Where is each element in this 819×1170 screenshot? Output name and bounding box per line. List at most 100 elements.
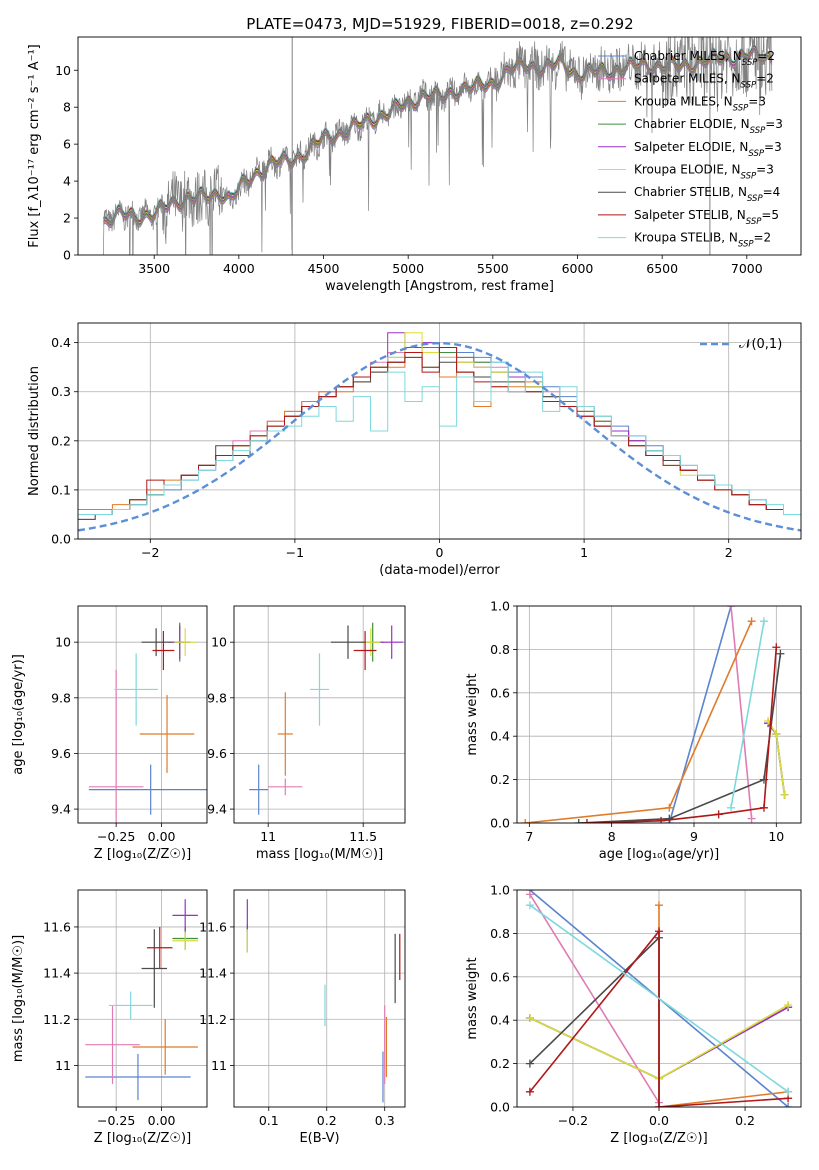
weight-marker <box>521 819 530 823</box>
histogram-step <box>78 361 801 515</box>
weight-marker <box>525 1059 534 1068</box>
weight-line <box>730 621 765 808</box>
y-tick-label: 0.2 <box>490 1056 510 1071</box>
weight-vs-Z-plot-area <box>525 890 793 1107</box>
y-axis-label: mass weight <box>465 673 480 755</box>
y-tick-label: 9.4 <box>51 802 71 817</box>
y-tick-label: 10 <box>211 635 227 650</box>
y-tick-label: 0.1 <box>51 482 71 497</box>
legend-entry: Salpeter STELIB, NSSP=5 <box>634 208 779 227</box>
weight-line <box>529 935 660 1107</box>
y-axis-label: mass weight <box>465 957 480 1039</box>
x-tick-label: 0.1 <box>259 1113 279 1128</box>
x-tick-label: 2 <box>725 545 733 560</box>
mass-vs-EBV-panel: 0.1 0.2 0.3 11 11.2 11.4 11.6 E(B-V) <box>199 889 406 1146</box>
y-axis-label: mass [log₁₀(M/M☉)] <box>11 935 26 1062</box>
x-tick-label: 11.5 <box>349 829 377 844</box>
x-tick-label: 5500 <box>477 261 509 276</box>
weight-line <box>529 928 789 1107</box>
figure-title: PLATE=0473, MJD=51929, FIBERID=0018, z=0… <box>246 15 633 33</box>
x-axis-label: mass [log₁₀(M/M☉)] <box>256 847 383 862</box>
weight-line <box>529 893 660 1104</box>
x-tick-label: 7 <box>525 829 533 844</box>
histogram-step <box>78 347 801 515</box>
y-tick-label: 2 <box>63 211 71 226</box>
weight-vs-Z-panel: −0.2 0.0 0.2 0.0 0.2 0.4 0.6 0.8 1.0 Z [log₁₀(Z/Z… <box>465 883 802 1146</box>
charts-layer: 3500 4000 4500 5000 5500 6000 6500 70000246810w… <box>11 36 802 1146</box>
weight-marker <box>780 790 789 799</box>
weight-marker <box>747 617 756 626</box>
mass-vs-Z-panel: −0.25 0.00 11 11.2 11.4 11.6 Z [log₁₀(Z/Z☉)] ma… <box>11 889 208 1146</box>
x-axis-label: Z [log₁₀(Z/Z☉)] <box>610 1131 707 1146</box>
y-tick-label: 0.2 <box>51 433 71 448</box>
x-tick-label: −2 <box>141 545 159 560</box>
x-axis-label: Z [log₁₀(Z/Z☉)] <box>94 1131 191 1146</box>
x-tick-label: 0.0 <box>649 1113 669 1128</box>
y-tick-label: 11 <box>211 1058 227 1073</box>
weight-marker <box>784 1087 793 1096</box>
y-tick-label: 11.2 <box>43 1012 71 1027</box>
y-tick-label: 9.6 <box>51 746 71 761</box>
y-tick-label: 0.6 <box>490 685 510 700</box>
age-vs-Z-frame <box>77 605 208 824</box>
x-tick-label: 4500 <box>308 261 340 276</box>
x-tick-label: 5000 <box>392 261 424 276</box>
x-tick-label: −1 <box>286 545 304 560</box>
x-tick-label: −0.25 <box>97 829 135 844</box>
weight-marker <box>772 643 781 652</box>
legend-entry: Chabrier ELODIE, NSSP=3 <box>634 117 783 136</box>
x-axis-label: age [log₁₀(age/yr)] <box>599 847 720 862</box>
weight-vs-age-panel: 7 8 9 10 0.0 0.2 0.4 0.6 0.8 1.0 age [log₁₀(age/yr… <box>465 599 802 862</box>
weight-vs-age-plot-area <box>521 606 789 823</box>
y-tick-label: 0.4 <box>51 335 71 350</box>
y-tick-label: 9.8 <box>51 690 71 705</box>
mass-vs-EBV-plot-area <box>246 899 401 1103</box>
x-axis-label: Z [log₁₀(Z/Z☉)] <box>94 847 191 862</box>
y-tick-label: 0.0 <box>51 532 71 547</box>
legend-entry: Salpeter ELODIE, NSSP=3 <box>634 140 782 159</box>
weight-line <box>668 606 732 823</box>
spectrum-plot-area <box>103 37 773 255</box>
mass-vs-Z-frame <box>77 889 208 1108</box>
y-tick-label: 0.8 <box>490 642 510 657</box>
y-tick-label: 1.0 <box>490 599 510 614</box>
weight-marker <box>747 814 756 823</box>
y-tick-label: 0 <box>63 248 71 263</box>
x-tick-label: 6500 <box>646 261 678 276</box>
y-axis-label: age [log₁₀(age/yr)] <box>11 654 26 775</box>
weight-marker <box>582 819 591 823</box>
y-tick-label: 0.0 <box>490 816 510 831</box>
x-tick-label: 6000 <box>562 261 594 276</box>
weight-line <box>730 606 753 819</box>
x-tick-label: 10 <box>768 829 784 844</box>
x-tick-label: 0.2 <box>317 1113 337 1128</box>
x-tick-label: 7000 <box>731 261 763 276</box>
weight-line <box>529 904 789 1093</box>
weight-marker <box>657 816 666 823</box>
y-tick-label: 0.4 <box>490 1013 510 1028</box>
y-tick-label: 11.4 <box>43 966 71 981</box>
y-tick-label: 9.4 <box>207 802 227 817</box>
weight-line <box>578 653 782 823</box>
weight-marker <box>776 649 785 658</box>
y-tick-label: 0.0 <box>490 1100 510 1115</box>
y-tick-label: 1.0 <box>490 883 510 898</box>
x-tick-label: 9 <box>690 829 698 844</box>
weight-marker <box>525 901 534 910</box>
y-tick-label: 10 <box>55 63 71 78</box>
x-tick-label: 3500 <box>138 261 170 276</box>
y-tick-label: 0.2 <box>490 772 510 787</box>
y-tick-label: 8 <box>63 100 71 115</box>
y-tick-label: 4 <box>63 174 71 189</box>
weight-marker <box>784 1103 793 1107</box>
weight-line <box>586 647 778 823</box>
y-tick-label: 0.4 <box>490 729 510 744</box>
legend-entry: Kroupa MILES, NSSP=3 <box>634 94 766 113</box>
y-axis-label: Flux [f_λ10⁻¹⁷ erg cm⁻² s⁻¹ A⁻¹] <box>27 44 42 248</box>
residuals-plot-area <box>78 332 801 532</box>
y-tick-label: 11.6 <box>199 919 227 934</box>
weight-marker <box>727 606 736 610</box>
age-vs-mass-plot-area <box>249 622 404 815</box>
